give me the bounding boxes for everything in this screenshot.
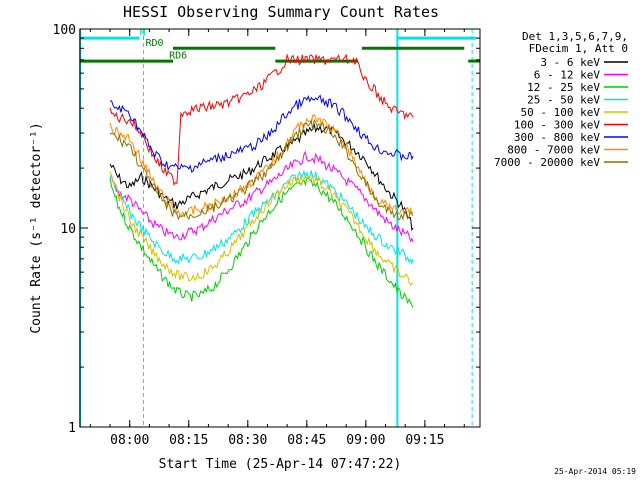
legend-entry-8: 7000 - 20000 keV <box>494 156 600 169</box>
series-line-6 <box>109 94 414 173</box>
legend-entry-2: 12 - 25 keV <box>527 81 600 94</box>
series-line-8 <box>109 118 414 221</box>
legend-entry-4: 50 - 100 keV <box>521 106 601 119</box>
legend-entry-7: 800 - 7000 keV <box>507 144 600 157</box>
footer-timestamp: 25-Apr-2014 05:19 <box>554 467 636 476</box>
legend-header-line-1: Det 1,3,5,6,7,9, <box>522 30 628 43</box>
series-line-0 <box>109 122 414 232</box>
flag-label-rd0: RD0 <box>145 38 163 49</box>
chart-title: HESSI Observing Summary Count Rates <box>123 3 439 21</box>
legend-header-line-2: FDecim 1, Att 0 <box>529 42 628 55</box>
series-line-3 <box>109 169 414 265</box>
series-line-4 <box>109 171 414 287</box>
x-tick-label-4: 09:00 <box>346 433 385 448</box>
legend-entry-0: 3 - 6 keV <box>540 56 600 69</box>
flag-label-n: N <box>140 27 146 38</box>
legend: Det 1,3,5,6,7,9, FDecim 1, Att 0 3 - 6 k… <box>494 30 628 169</box>
y-tick-label-1: 10 <box>60 222 76 237</box>
series-line-2 <box>109 177 414 308</box>
y-tick-label-2: 100 <box>53 23 76 38</box>
y-axis-label: Count Rate (s⁻¹ detector⁻¹) <box>29 122 44 333</box>
series-line-1 <box>109 150 414 243</box>
y-axis: 1 10 100 <box>53 23 480 436</box>
x-tick-label-3: 08:45 <box>287 433 326 448</box>
legend-entry-6: 300 - 800 keV <box>514 131 600 144</box>
legend-entry-5: 100 - 300 keV <box>514 119 600 132</box>
flag-label-rd6: RD6 <box>169 51 187 62</box>
x-tick-label-5: 09:15 <box>405 433 444 448</box>
x-axis: 08:00 08:15 08:30 08:45 09:00 09:15 <box>89 29 465 448</box>
plot-frame <box>79 28 481 428</box>
x-tick-label-0: 08:00 <box>110 433 149 448</box>
y-tick-label-0: 1 <box>68 421 76 436</box>
series-line-5 <box>109 53 414 186</box>
x-tick-label-2: 08:30 <box>228 433 267 448</box>
legend-entry-1: 6 - 12 keV <box>534 69 601 82</box>
x-axis-label: Start Time (25-Apr-14 07:47:22) <box>159 457 402 472</box>
legend-entry-3: 25 - 50 keV <box>527 94 600 107</box>
x-tick-label-1: 08:15 <box>169 433 208 448</box>
